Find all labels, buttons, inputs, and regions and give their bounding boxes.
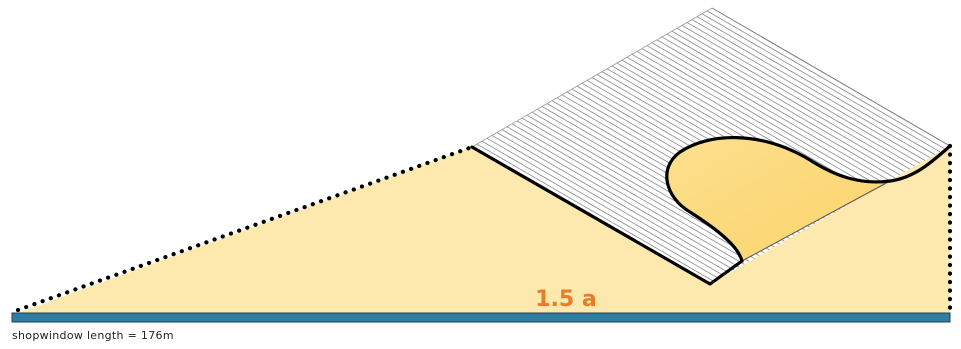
hatch-line [477, 103, 790, 284]
hatch-line [472, 120, 760, 284]
hatch-line [627, 16, 940, 198]
hatch-line [617, 22, 930, 204]
courtyard-shape [666, 137, 890, 261]
hatch-line [472, 115, 770, 284]
courtyard-outline [665, 135, 952, 263]
hatch-line [662, 8, 950, 178]
dotted-hypotenuse [15, 144, 475, 313]
hatch-line [472, 123, 755, 284]
hatch-line [472, 117, 765, 284]
hatch-line [622, 19, 935, 201]
caption-text: shopwindow length = 176m [12, 329, 174, 342]
hatch-line [472, 106, 785, 284]
shopwindow-base-bar [11, 312, 951, 323]
hatch-line [472, 109, 780, 284]
hatch-line [472, 112, 775, 284]
hatch-line [612, 25, 925, 207]
hatch-line [657, 8, 950, 181]
hatch-line [667, 8, 950, 175]
hatch-line [647, 8, 950, 187]
hatch-line [607, 28, 920, 210]
dimension-label: 1.5 a [535, 287, 596, 312]
hatch-line [632, 13, 945, 195]
hatch-line [672, 8, 950, 172]
plane-front-edge [470, 145, 744, 286]
hatch-line [642, 8, 950, 190]
hatch-line [637, 10, 950, 193]
hatch-line [652, 8, 950, 184]
